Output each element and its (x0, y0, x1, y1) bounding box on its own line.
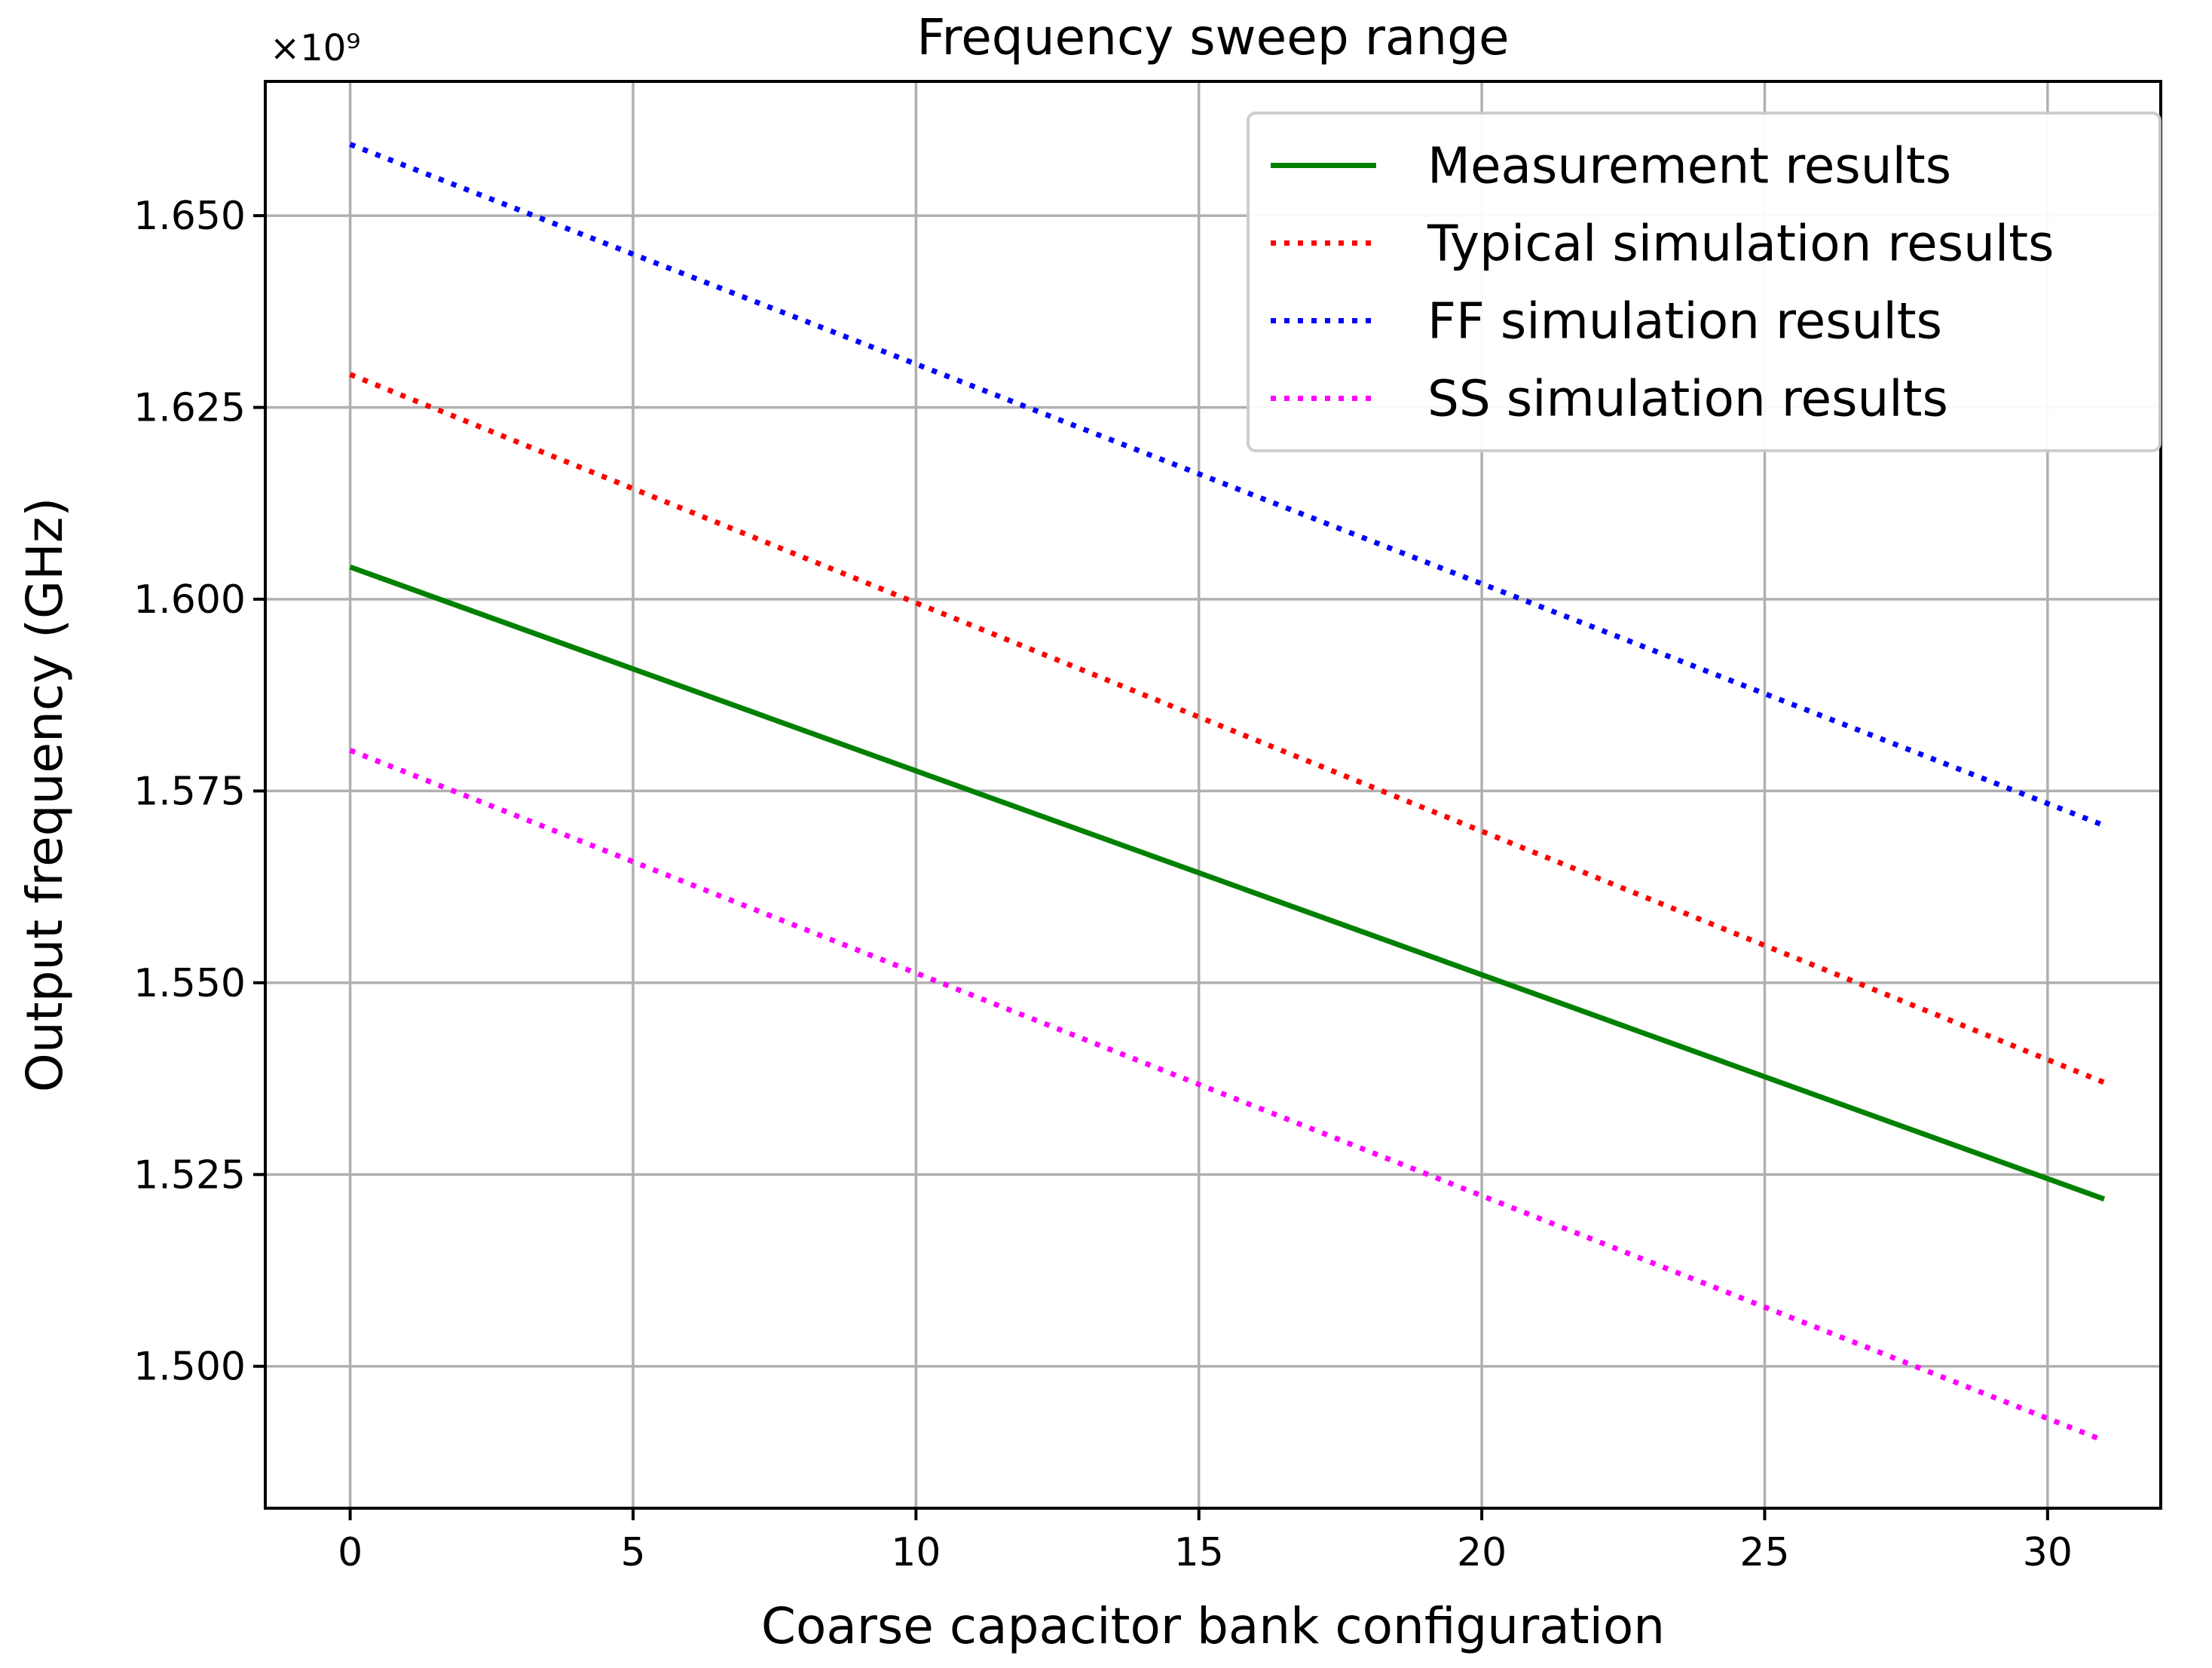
y-tick-label: 1.500 (133, 1345, 246, 1390)
legend-label-4: SS simulation results (1427, 370, 1948, 428)
y-tick-label: 1.525 (133, 1152, 246, 1198)
legend-label-3: FF simulation results (1427, 292, 1942, 350)
x-tick-label: 10 (891, 1530, 941, 1575)
x-tick-label: 0 (338, 1530, 363, 1575)
y-tick-label: 1.550 (133, 961, 246, 1006)
legend-label-2: Typical simulation results (1427, 215, 2054, 273)
axis-ticks: 0 5 10 15 20 25 30 1.500 1.525 1.550 1.575 1.600 1.6… (133, 194, 2073, 1575)
legend-label-1: Measurement results (1427, 137, 1951, 195)
y-tick-label: 1.650 (133, 194, 246, 239)
series-line-2 (349, 372, 2106, 1085)
y-tick-label: 1.625 (133, 386, 246, 431)
x-axis-label: Coarse capacitor bank configuration (761, 1597, 1665, 1655)
legend-items: Measurement results Typical simulation re… (1271, 137, 2054, 428)
y-tick-label: 1.600 (133, 577, 246, 623)
y-axis-offset-label: ×10⁹ (270, 27, 361, 69)
series-line-3 (349, 142, 2106, 828)
series-line-4 (349, 748, 2106, 1443)
y-axis-label: Output frequency (GHz) (16, 497, 74, 1092)
series-layer (349, 142, 2106, 1443)
x-tick-label: 25 (1739, 1530, 1789, 1575)
series-line-1 (349, 564, 2106, 1202)
x-tick-label: 30 (2023, 1530, 2073, 1575)
chart-title: Frequency sweep range (916, 8, 1509, 66)
x-tick-label: 5 (620, 1530, 645, 1575)
legend-box (1247, 112, 2162, 452)
x-tick-label: 20 (1457, 1530, 1507, 1575)
x-tick-label: 15 (1174, 1530, 1224, 1575)
y-tick-label: 1.575 (133, 769, 246, 814)
legend: Measurement results Typical simulation re… (1247, 112, 2162, 452)
plot-area-frame (264, 80, 2162, 1510)
